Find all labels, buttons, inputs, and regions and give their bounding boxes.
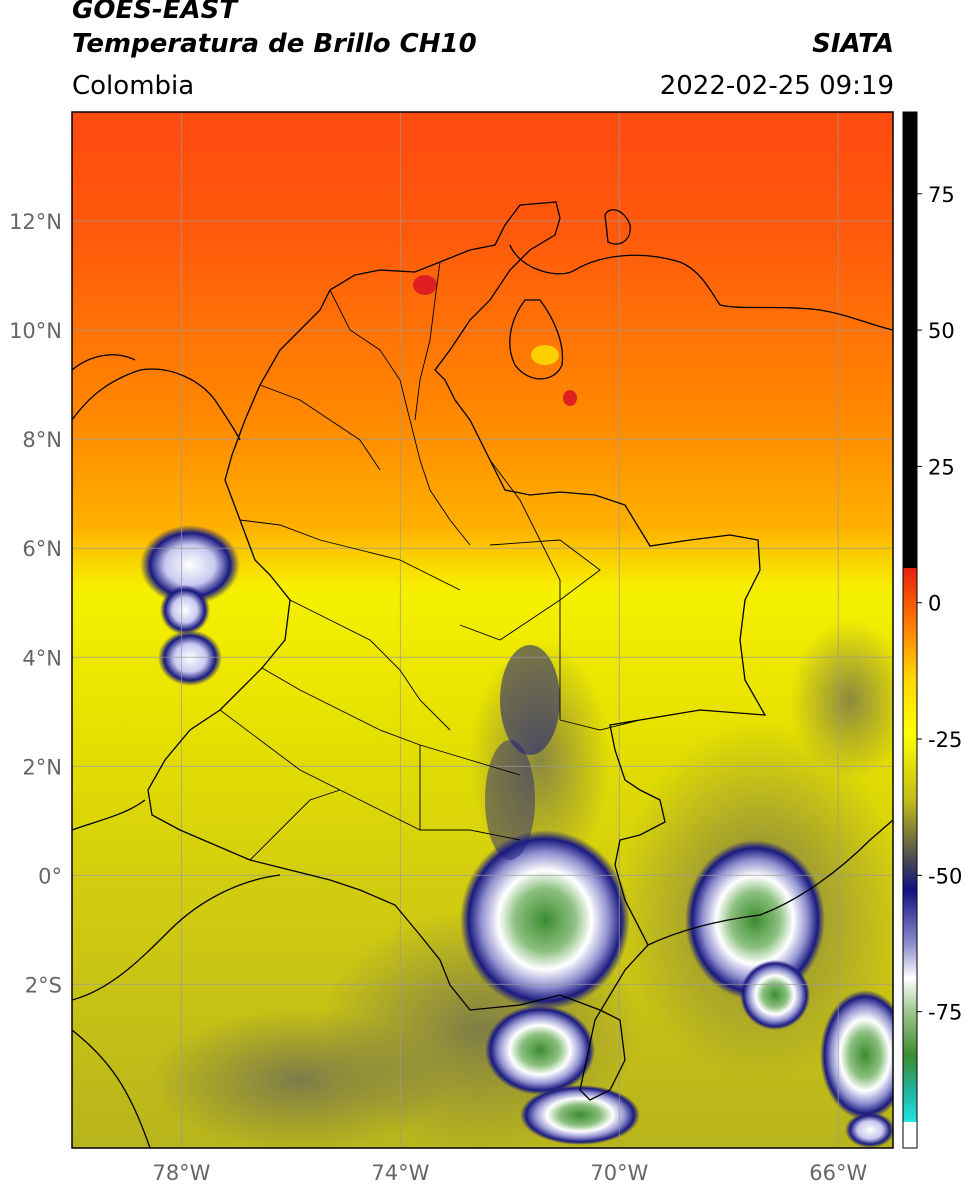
region-label: Colombia (72, 71, 195, 101)
colorbar-tick-label: -50 (928, 864, 962, 888)
lat-tick-label: 10°N (9, 319, 62, 343)
graticule (72, 112, 893, 1148)
venezuela-coast (509, 244, 893, 331)
lon-tick-label: 66°W (809, 1161, 867, 1185)
lat-tick-label: 0° (38, 864, 62, 888)
colorbar-tick-label: 25 (928, 455, 955, 479)
lon-tick-label: 70°W (590, 1161, 648, 1185)
ecuador-peru-border (72, 874, 281, 1001)
brazil-border (647, 819, 893, 946)
map-plot (72, 112, 893, 1148)
latitude-tick-labels: 12°N 10°N 8°N 6°N 4°N 2°N 0° 2°S (9, 210, 62, 997)
colorbar-tick-labels: 75 50 25 0 -25 -50 -75 (917, 183, 962, 1025)
lon-tick-label: 74°W (371, 1161, 429, 1185)
colorbar-tick-label: 75 (928, 183, 955, 207)
colorbar-frame (902, 111, 918, 1149)
pacific-coast-south (72, 799, 146, 831)
colorbar-black-segment (903, 112, 917, 568)
organization-label: SIATA (812, 29, 894, 59)
plot-frame (71, 111, 894, 1149)
colorbar-tick-label: -25 (928, 728, 962, 752)
peru-coast (72, 1029, 151, 1148)
lat-tick-label: 6°N (22, 537, 62, 561)
colorbar-gradient (903, 568, 917, 1122)
satellite-title: GOES-EAST (72, 0, 238, 25)
datetime-label: 2022-02-25 09:19 (659, 71, 894, 101)
colorbar-tick-label: 50 (928, 319, 955, 343)
colorbar-tick-label: -75 (928, 1001, 962, 1025)
colorbar: 75 50 25 0 -25 -50 -75 (902, 111, 962, 1149)
longitude-tick-labels: 78°W 74°W 70°W 66°W (152, 1161, 867, 1185)
colorbar-white-segment (903, 1122, 917, 1148)
lat-tick-label: 8°N (22, 428, 62, 452)
warm-spots (413, 275, 577, 406)
colorbar-tick-label: 0 (928, 592, 941, 616)
panama-border (72, 354, 136, 371)
lon-tick-label: 78°W (152, 1161, 210, 1185)
paraguana-peninsula (604, 209, 631, 245)
department-boundaries (219, 261, 641, 861)
political-boundaries (72, 201, 893, 1148)
lat-tick-label: 12°N (9, 210, 62, 234)
lat-tick-label: 4°N (22, 646, 62, 670)
lat-tick-label: 2°S (25, 973, 62, 997)
lat-tick-label: 2°N (22, 755, 62, 779)
caribbean-coast (72, 368, 241, 441)
product-title: Temperatura de Brillo CH10 (72, 29, 477, 59)
colombia-border (147, 201, 767, 1101)
maracaibo-lake (509, 299, 564, 380)
